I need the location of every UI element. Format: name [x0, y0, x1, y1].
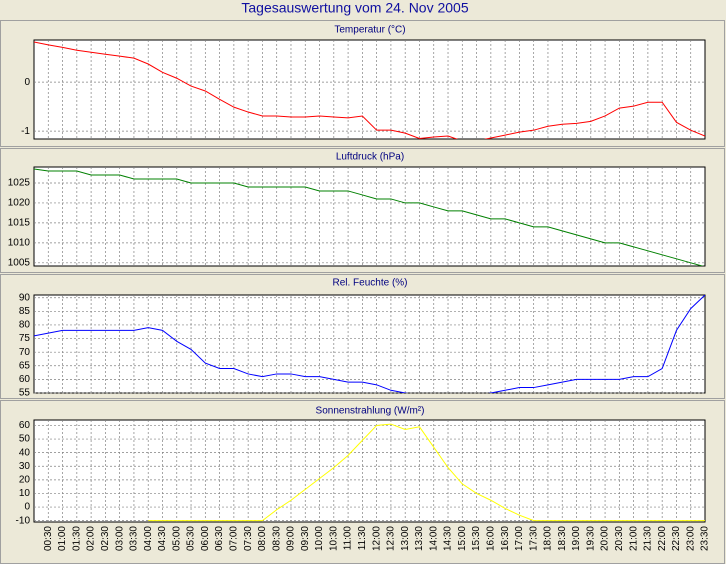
x-tick-label: 23:30 — [700, 526, 711, 551]
x-tick-label: 20:00 — [600, 526, 611, 551]
y-tick-label: -10 — [16, 515, 31, 526]
y-tick-label: 75 — [19, 333, 31, 344]
data-line — [148, 423, 705, 522]
data-line — [34, 168, 704, 266]
data-line — [34, 295, 705, 393]
plot-area — [33, 166, 706, 267]
plot-area — [33, 419, 706, 523]
x-tick-label: 02:30 — [100, 526, 111, 551]
x-tick-label: 12:00 — [371, 526, 382, 551]
x-tick-label: 09:00 — [286, 526, 297, 551]
x-tick-label: 15:30 — [471, 526, 482, 551]
y-tick-label: 40 — [19, 447, 31, 458]
y-tick-label: 50 — [19, 434, 31, 445]
y-tick-label: 85 — [19, 306, 31, 317]
x-tick-label: 14:00 — [428, 526, 439, 551]
y-tick-label: 0 — [24, 502, 30, 513]
y-tick-label: 1005 — [8, 257, 31, 268]
x-tick-label: 15:00 — [457, 526, 468, 551]
x-tick-label: 18:00 — [543, 526, 554, 551]
y-tick-label: 20 — [19, 474, 31, 485]
x-tick-label: 00:30 — [43, 526, 54, 551]
x-tick-label: 06:30 — [214, 526, 225, 551]
y-tick-label: 70 — [19, 347, 31, 358]
y-tick-label: 1015 — [8, 218, 31, 229]
chart-title: Tagesauswertung vom 24. Nov 2005 — [241, 0, 468, 16]
x-tick-label: 21:00 — [628, 526, 639, 551]
y-tick-label: 90 — [19, 292, 31, 303]
x-tick-label: 10:00 — [314, 526, 325, 551]
x-tick-label: 12:30 — [386, 526, 397, 551]
x-tick-label: 07:30 — [243, 526, 254, 551]
x-tick-label: 20:30 — [614, 526, 625, 551]
y-tick-label: 10 — [19, 488, 31, 499]
y-tick-label: 65 — [19, 360, 31, 371]
x-tick-label: 04:00 — [143, 526, 154, 551]
y-tick-label: 0 — [24, 77, 30, 88]
x-tick-label: 03:30 — [129, 526, 140, 551]
x-tick-label: 17:30 — [528, 526, 539, 551]
x-tick-label: 02:00 — [86, 526, 97, 551]
x-tick-label: 04:30 — [157, 526, 168, 551]
y-tick-label: 60 — [19, 374, 31, 385]
y-tick-label: 1010 — [8, 237, 31, 248]
x-tick-label: 17:00 — [514, 526, 525, 551]
plot-area — [33, 39, 706, 140]
y-tick-label: 1020 — [8, 198, 31, 209]
y-tick-label: 1025 — [8, 178, 31, 189]
x-tick-label: 14:30 — [443, 526, 454, 551]
x-tick-label: 11:00 — [343, 526, 354, 551]
y-tick-label: 30 — [19, 461, 31, 472]
x-tick-label: 16:00 — [485, 526, 496, 551]
x-tick-label: 21:30 — [643, 526, 654, 551]
x-tick-label: 23:00 — [685, 526, 696, 551]
x-tick-label: 09:30 — [300, 526, 311, 551]
x-tick-label: 19:00 — [571, 526, 582, 551]
panel-title: Rel. Feuchte (%) — [332, 278, 407, 289]
x-tick-label: 01:00 — [57, 526, 68, 551]
x-tick-label: 13:30 — [414, 526, 425, 551]
panel-title: Luftdruck (hPa) — [336, 152, 404, 163]
data-line — [34, 41, 705, 139]
x-tick-label: 07:00 — [229, 526, 240, 551]
x-tick-label: 08:00 — [257, 526, 268, 551]
x-tick-label: 06:00 — [200, 526, 211, 551]
x-tick-label: 19:30 — [585, 526, 596, 551]
x-tick-label: 01:30 — [71, 526, 82, 551]
x-tick-label: 10:30 — [328, 526, 339, 551]
x-tick-label: 13:00 — [400, 526, 411, 551]
x-tick-label: 22:30 — [671, 526, 682, 551]
y-tick-label: 55 — [19, 388, 31, 399]
x-tick-label: 05:30 — [186, 526, 197, 551]
y-tick-label: 60 — [19, 420, 31, 431]
y-tick-label: 80 — [19, 320, 31, 331]
plot-area — [33, 294, 706, 394]
x-tick-label: 08:30 — [271, 526, 282, 551]
x-tick-label: 22:00 — [657, 526, 668, 551]
y-tick-label: -1 — [21, 126, 30, 137]
x-tick-label: 18:30 — [557, 526, 568, 551]
x-tick-label: 03:00 — [114, 526, 125, 551]
panel-title: Temperatur (°C) — [334, 25, 405, 36]
x-tick-label: 11:30 — [357, 526, 368, 551]
x-tick-label: 05:00 — [171, 526, 182, 551]
panel-title: Sonnenstrahlung (W/m²) — [316, 406, 425, 417]
x-tick-label: 16:30 — [500, 526, 511, 551]
